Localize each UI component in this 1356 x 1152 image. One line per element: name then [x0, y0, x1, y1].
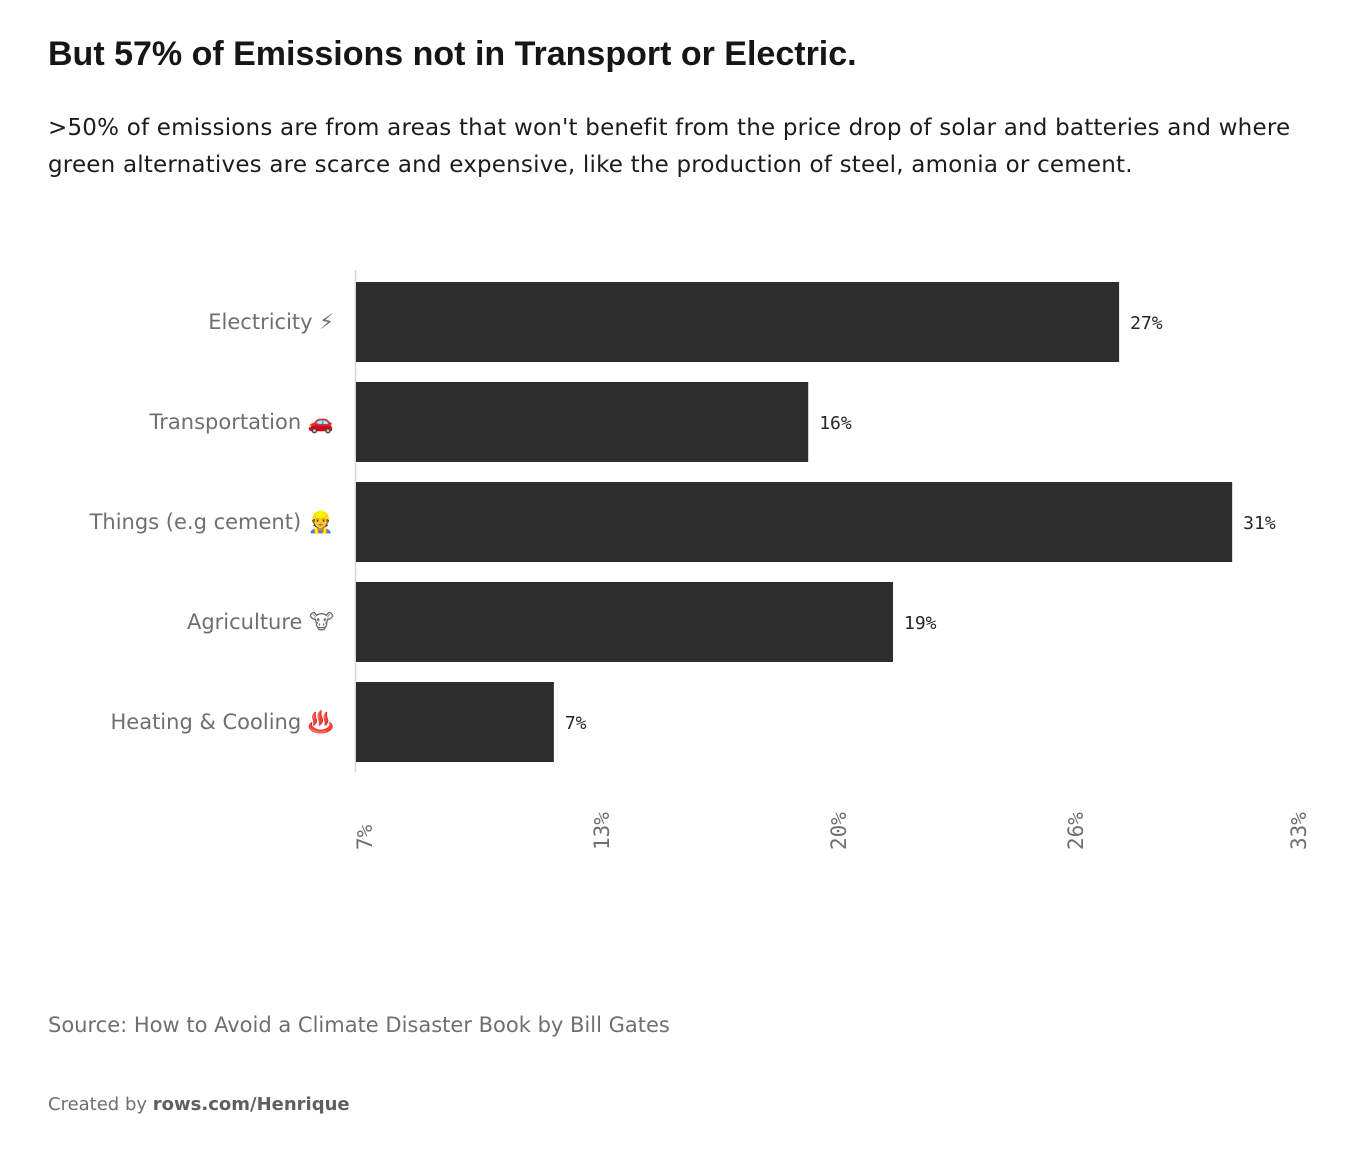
category-label: Transportation 🚗	[149, 410, 334, 434]
data-label: 19%	[904, 613, 937, 634]
credit-line: Created by rows.com/Henrique	[48, 1092, 350, 1118]
category-label: Electricity ⚡	[208, 310, 334, 334]
x-tick-label: 33%	[1287, 812, 1311, 850]
bar	[356, 682, 554, 762]
data-label: 16%	[819, 413, 852, 434]
bar-chart: Electricity ⚡ 27% Transportation 🚗 16% Thing…	[89, 270, 1311, 850]
bar	[356, 482, 1233, 562]
x-tick-label: 26%	[1064, 812, 1088, 850]
data-label: 27%	[1130, 313, 1163, 334]
bar	[356, 382, 809, 462]
data-label: 7%	[565, 713, 587, 734]
x-tick-label: 13%	[590, 812, 614, 850]
chart-title: But 57% of Emissions not in Transport or…	[48, 35, 857, 73]
x-tick-label: 7%	[353, 824, 377, 850]
chart-subtitle: >50% of emissions are from areas that wo…	[48, 115, 1291, 178]
source-note: Source: How to Avoid a Climate Disaster …	[48, 1013, 670, 1037]
credit-prefix: Created by	[48, 1094, 148, 1115]
x-tick-label: 20%	[827, 812, 851, 850]
data-label: 31%	[1243, 513, 1276, 534]
category-label: Things (e.g cement) 👷	[89, 509, 334, 534]
bar	[356, 282, 1120, 362]
bar	[356, 582, 894, 662]
category-label: Agriculture 🐮	[187, 610, 334, 634]
category-label: Heating & Cooling ♨️	[110, 709, 334, 734]
credit-link[interactable]: rows.com/Henrique	[152, 1094, 350, 1115]
